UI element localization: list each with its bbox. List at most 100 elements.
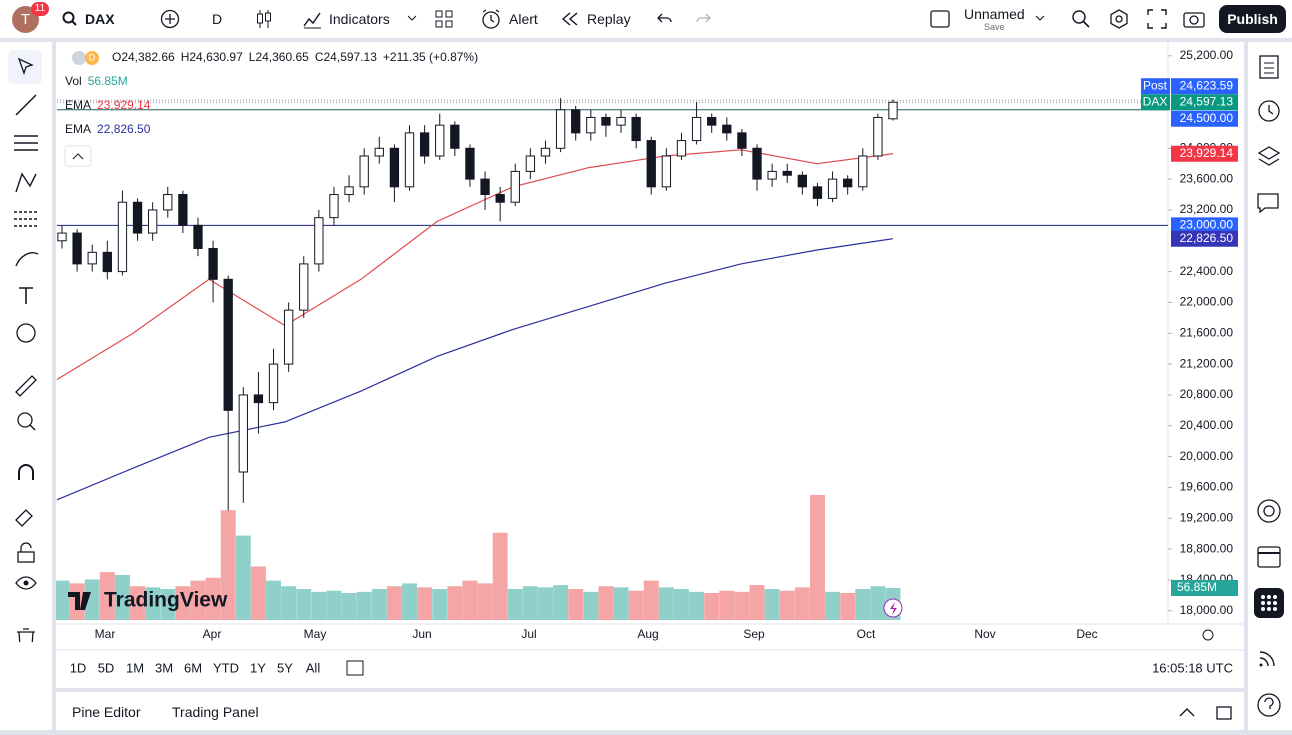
- y-tick-label: 18,000.00: [1180, 603, 1234, 617]
- clock: 16:05:18 UTC: [1152, 660, 1233, 675]
- price-label-box: [1171, 145, 1238, 162]
- candle-body: [510, 170, 520, 203]
- undo-icon[interactable]: [657, 12, 673, 26]
- chevron[interactable]: [407, 15, 417, 22]
- indicators-icon[interactable]: [302, 9, 322, 29]
- x-tick-label: Jun: [412, 627, 431, 641]
- y-tick-label: 23,600.00: [1180, 171, 1234, 185]
- range-button[interactable]: YTD: [213, 660, 239, 675]
- symbol[interactable]: DAX: [85, 11, 115, 27]
- range-button[interactable]: 6M: [184, 660, 202, 675]
- volume-bar: [326, 590, 342, 620]
- volume-bar: [840, 592, 856, 620]
- candle-body: [404, 132, 415, 188]
- price-label-box: [1171, 110, 1238, 127]
- candle-body: [314, 217, 324, 265]
- candle-body: [888, 101, 898, 120]
- panel-controls[interactable]: [1178, 705, 1238, 721]
- candle-body: [102, 251, 112, 273]
- volume-bar: [402, 583, 417, 620]
- candle-body: [797, 174, 808, 188]
- price-label-box: [1171, 217, 1238, 234]
- volume-bar: [809, 495, 825, 620]
- watermark-logo: [68, 592, 91, 610]
- publish-button[interactable]: Publish: [1219, 5, 1286, 33]
- replay-button[interactable]: Replay: [587, 11, 631, 27]
- volume-bar: [825, 591, 841, 620]
- interval[interactable]: D: [212, 11, 223, 27]
- volume-bar: [54, 580, 70, 620]
- range-button[interactable]: All: [306, 660, 321, 675]
- price-label: 24,597.13: [1180, 94, 1234, 108]
- search-icon[interactable]: [62, 11, 78, 27]
- collapse-button[interactable]: [64, 145, 92, 167]
- price-label: 24,500.00: [1180, 111, 1234, 125]
- alert-button[interactable]: Alert: [509, 11, 538, 27]
- candle-body: [419, 132, 430, 157]
- candle-body: [601, 116, 611, 126]
- tab[interactable]: Trading Panel: [172, 704, 259, 720]
- layout-icon[interactable]: [930, 10, 950, 28]
- volume-bar: [507, 589, 523, 620]
- candle-body: [782, 170, 792, 176]
- candle-body: [87, 251, 97, 265]
- add-symbol-icon[interactable]: [160, 9, 180, 29]
- fullscreen-icon[interactable]: [1147, 9, 1167, 29]
- range-button[interactable]: 5Y: [277, 660, 293, 675]
- price-label: 22,826.50: [1180, 231, 1234, 245]
- y-tick-label: 22,400.00: [1180, 264, 1234, 278]
- candle-body: [268, 363, 279, 404]
- volume-bar: [628, 590, 644, 620]
- volume-bar: [583, 591, 599, 620]
- chart: 25,200.0024,000.0023,600.0023,200.0022,4…: [54, 42, 1244, 676]
- volume-bar: [281, 586, 297, 620]
- drawing-tools[interactable]: [0, 42, 52, 647]
- candle-body: [163, 194, 173, 211]
- templates-icon[interactable]: [435, 10, 453, 28]
- candle-body: [661, 155, 672, 188]
- volume-bar: [522, 586, 538, 620]
- candle-body: [450, 124, 460, 149]
- layout-name[interactable]: Unnamed: [964, 6, 1025, 22]
- save-label[interactable]: Save: [984, 22, 1005, 32]
- price-label-box: [1171, 94, 1238, 111]
- quick-search-icon[interactable]: [1070, 8, 1092, 30]
- volume-bar: [311, 591, 327, 620]
- chevron[interactable]: [1035, 15, 1045, 22]
- legend-flag-label: D: [89, 52, 96, 62]
- price-label-name: DAX: [1143, 94, 1168, 108]
- candle-body: [646, 140, 656, 188]
- event-bolt: [890, 602, 897, 615]
- alert-icon[interactable]: [480, 8, 502, 30]
- range-button[interactable]: 1D: [70, 660, 87, 675]
- settings-icon[interactable]: [1202, 629, 1214, 641]
- range-button[interactable]: 5D: [98, 660, 115, 675]
- replay-icon[interactable]: [561, 11, 579, 27]
- indicators-button[interactable]: Indicators: [329, 11, 390, 27]
- redo-icon[interactable]: [695, 12, 711, 26]
- price-label: 23,929.14: [1180, 146, 1234, 160]
- right-sidebar: [1248, 42, 1292, 730]
- range-button[interactable]: 3M: [155, 660, 173, 675]
- candle-body: [858, 155, 868, 188]
- volume-bar: [432, 589, 448, 620]
- candle-body: [555, 109, 566, 149]
- range-button[interactable]: 1Y: [250, 660, 266, 675]
- volume-bar: [386, 586, 402, 620]
- range-button[interactable]: 1M: [126, 660, 144, 675]
- candle-body: [178, 194, 188, 226]
- ema-line: [56, 238, 894, 501]
- sidebar-icons[interactable]: [1248, 42, 1292, 730]
- volume-bar: [220, 510, 236, 620]
- settings-icon[interactable]: [1108, 8, 1130, 30]
- snapshot-icon[interactable]: [1183, 9, 1205, 29]
- tab[interactable]: Pine Editor: [72, 704, 141, 720]
- candle-body: [676, 140, 687, 157]
- x-tick-label: Mar: [95, 627, 116, 641]
- volume-bar: [341, 592, 357, 620]
- top-toolbar: T 11 DAX D Indicators Alert Replay Unnam…: [0, 0, 1292, 38]
- candle-body: [873, 116, 883, 157]
- chart-type-icon[interactable]: [255, 9, 273, 29]
- volume-bar: [130, 586, 146, 620]
- calendar-icon[interactable]: [346, 660, 364, 676]
